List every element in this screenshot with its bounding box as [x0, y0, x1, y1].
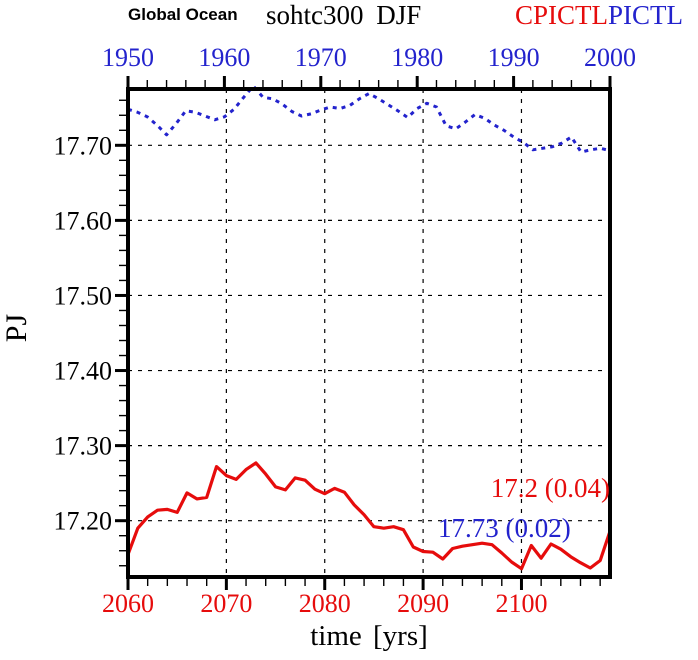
y-tick-label: 17.60 — [54, 206, 113, 235]
y-tick-label: 17.20 — [54, 507, 113, 536]
region-label: Global Ocean — [128, 5, 238, 24]
top-tick-label: 1980 — [391, 43, 443, 72]
y-tick-label: 17.70 — [54, 131, 113, 160]
bottom-tick-label: 2080 — [299, 589, 351, 618]
top-tick-label: 1970 — [295, 43, 347, 72]
top-tick-label: 1990 — [488, 43, 540, 72]
bottom-tick-label: 2070 — [200, 589, 252, 618]
y-tick-label: 17.30 — [54, 432, 113, 461]
top-tick-label: 2000 — [584, 43, 636, 72]
pictl-mean-annotation: 17.73 (0.02) — [438, 513, 571, 543]
variable-title: sohtc300 DJF — [266, 0, 422, 30]
legend-pictl: PICTL — [608, 0, 684, 30]
x-axis-title: time [yrs] — [310, 620, 428, 652]
bottom-tick-label: 2060 — [102, 589, 154, 618]
legend: CPICTLPICTL — [515, 0, 683, 31]
legend-cpictl: CPICTL — [515, 0, 609, 30]
bottom-tick-label: 2100 — [495, 589, 547, 618]
pictl-line — [127, 84, 611, 154]
cpictl-mean-annotation: 17.2 (0.04) — [490, 473, 610, 503]
top-tick-label: 1960 — [198, 43, 250, 72]
y-tick-label: 17.40 — [54, 357, 113, 386]
bottom-tick-label: 2090 — [397, 589, 449, 618]
plot-frame — [126, 87, 612, 579]
cpictl-line — [126, 461, 612, 571]
top-tick-label: 1950 — [102, 43, 154, 72]
y-axis-title: PJ — [0, 313, 33, 343]
y-tick-label: 17.50 — [54, 281, 113, 310]
